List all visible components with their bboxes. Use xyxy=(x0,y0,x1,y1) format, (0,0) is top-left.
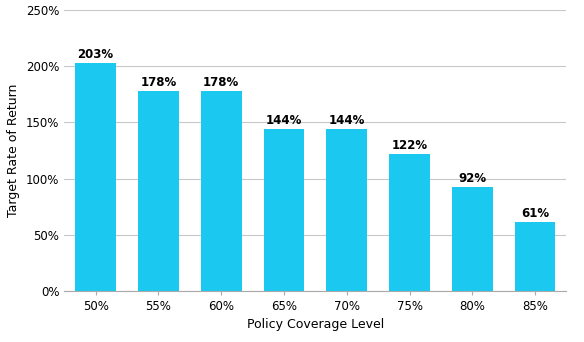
Bar xyxy=(263,129,304,291)
Bar xyxy=(75,63,116,291)
Bar xyxy=(515,222,555,291)
Text: 178%: 178% xyxy=(140,76,176,89)
Text: 61%: 61% xyxy=(521,207,549,220)
Text: 203%: 203% xyxy=(78,48,114,61)
Bar xyxy=(138,91,179,291)
Text: 178%: 178% xyxy=(203,76,239,89)
Text: 92%: 92% xyxy=(458,172,486,185)
Bar xyxy=(326,129,367,291)
Bar xyxy=(389,154,430,291)
Text: 122%: 122% xyxy=(391,139,427,152)
Text: 144%: 144% xyxy=(329,114,365,127)
Text: 144%: 144% xyxy=(266,114,302,127)
X-axis label: Policy Coverage Level: Policy Coverage Level xyxy=(246,318,384,331)
Bar xyxy=(452,187,493,291)
Bar xyxy=(201,91,242,291)
Y-axis label: Target Rate of Return: Target Rate of Return xyxy=(8,84,20,217)
